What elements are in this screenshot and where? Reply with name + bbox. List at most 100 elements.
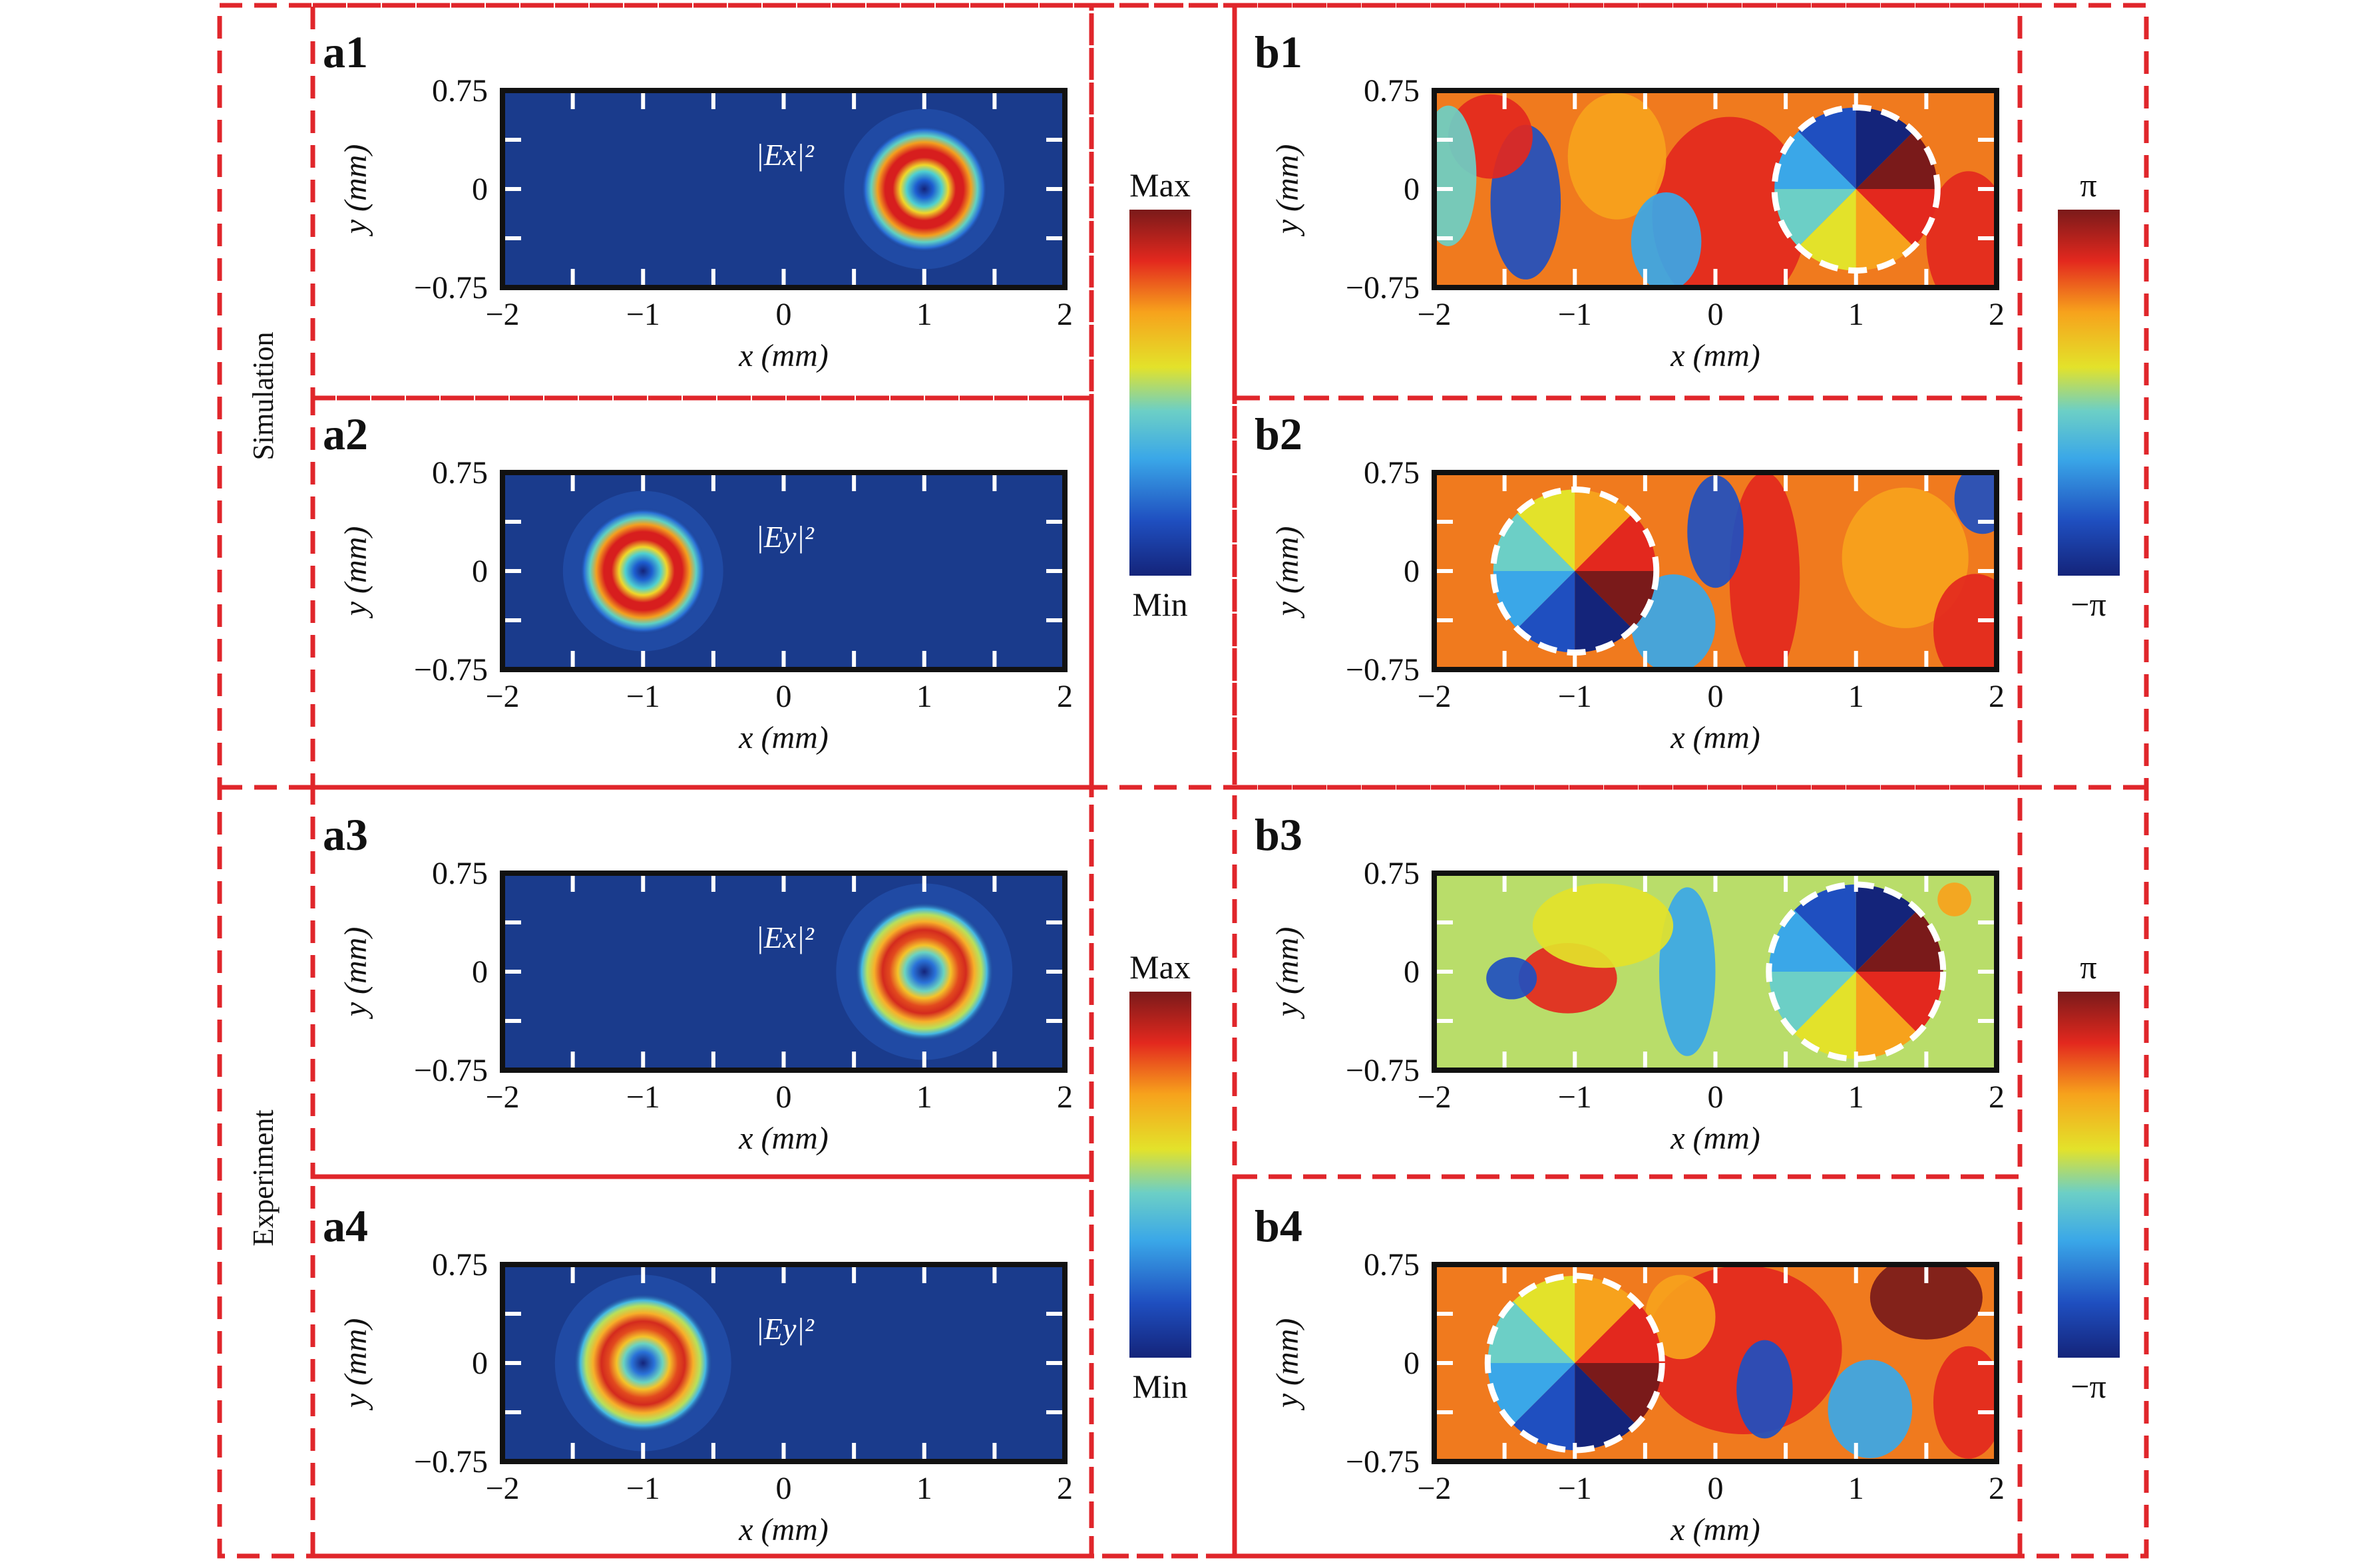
phase-region <box>1933 574 1997 670</box>
y-tick-label: 0.75 <box>1364 455 1420 490</box>
phase-region <box>1532 883 1674 968</box>
x-tick-label: 0 <box>776 1079 792 1115</box>
panel-a2: −2 −1 0 1 2 0.75 0 −0.75 x (mm) y (mm) a2 |Ey|² <box>323 409 1073 755</box>
field-label: |Ex|² <box>755 138 815 172</box>
phase-region <box>1567 93 1667 220</box>
x-tick-label: 1 <box>1848 1079 1864 1115</box>
vortex-sector <box>1856 189 1914 271</box>
phase-region <box>1736 1340 1793 1439</box>
field-label: |Ex|² <box>755 920 815 954</box>
y-axis-label: y (mm) <box>338 1318 373 1412</box>
y-tick-label: −0.75 <box>414 652 488 687</box>
field-label: |Ey|² <box>755 1312 815 1346</box>
x-tick-label: −2 <box>1417 297 1451 332</box>
y-tick-label: 0.75 <box>432 455 488 490</box>
y-tick-label: −0.75 <box>414 1053 488 1088</box>
plot-border <box>1432 88 1999 290</box>
plot-border <box>500 470 1068 672</box>
frame-a-colorbar <box>1089 3 1237 1559</box>
phase-region <box>1434 105 1477 246</box>
y-axis-label: y (mm) <box>338 927 373 1020</box>
experiment-label: Experiment <box>247 1109 280 1246</box>
intensity-colorbar-min: Min <box>1132 1368 1187 1405</box>
vortex-sector <box>1487 1363 1575 1425</box>
x-axis-label: x (mm) <box>1670 720 1760 755</box>
panel-label: a2 <box>323 409 368 459</box>
x-tick-label: −2 <box>485 1471 519 1506</box>
map-a4 <box>502 1265 1065 1462</box>
x-tick-label: 2 <box>1989 679 2005 714</box>
phase-region <box>1926 171 1997 288</box>
phase-region <box>1631 192 1702 288</box>
phase-region <box>1631 574 1716 670</box>
panel-label: b3 <box>1255 809 1302 860</box>
x-tick-label: −1 <box>1558 1079 1592 1115</box>
y-axis-label: y (mm) <box>338 144 373 238</box>
x-tick-label: −2 <box>485 679 519 714</box>
panel-label: a4 <box>323 1201 368 1251</box>
y-tick-label: −0.75 <box>1346 270 1420 305</box>
x-tick-label: −2 <box>485 297 519 332</box>
frame-a4 <box>310 1174 1094 1559</box>
y-tick-label: 0 <box>472 172 488 207</box>
vortex-sector <box>1856 131 1938 189</box>
vortex-sector <box>1575 1276 1637 1363</box>
vortex-sector <box>1774 189 1856 247</box>
donut-beam <box>573 1293 713 1433</box>
x-tick-label: −1 <box>626 679 660 714</box>
phase-colorbar-min: −π <box>2070 586 2106 623</box>
panel-b2: −2 −1 0 1 2 0.75 0 −0.75 x (mm) y (mm) b2 <box>1255 409 2005 755</box>
panel-label: a3 <box>323 809 368 860</box>
phase-colorbar-gradient <box>2058 210 2120 576</box>
x-tick-label: 2 <box>1057 297 1073 332</box>
y-tick-label: −0.75 <box>1346 652 1420 687</box>
phase-region <box>1486 957 1537 1000</box>
panel-label: b4 <box>1255 1201 1302 1251</box>
y-tick-label: 0 <box>1404 954 1420 990</box>
intensity-colorbar-gradient <box>1129 210 1191 576</box>
x-tick-label: 0 <box>776 1471 792 1506</box>
phase-colorbar-min: −π <box>2070 1368 2106 1405</box>
vortex-sector <box>1575 1301 1663 1363</box>
plot-border <box>500 88 1068 290</box>
y-axis-label: y (mm) <box>1270 144 1305 238</box>
vortex-sector <box>1794 972 1856 1059</box>
y-tick-label: 0.75 <box>1364 856 1420 891</box>
y-tick-label: −0.75 <box>1346 1444 1420 1479</box>
y-axis-label: y (mm) <box>1270 927 1305 1020</box>
phase-region <box>1933 1346 1997 1459</box>
phase-colorbar-max: π <box>2080 948 2096 986</box>
panel-a4: −2 −1 0 1 2 0.75 0 −0.75 x (mm) y (mm) a4 |Ey|² <box>323 1201 1073 1547</box>
vortex-sector <box>1798 107 1856 189</box>
panel-label: b2 <box>1255 409 1302 459</box>
vortex-sector <box>1798 189 1856 271</box>
x-tick-label: −1 <box>626 297 660 332</box>
phase-region <box>1645 1274 1716 1360</box>
dashed-frames <box>217 3 2149 1559</box>
phase-region <box>1687 475 1744 588</box>
vortex-sector <box>1513 1276 1575 1363</box>
vortex-sector <box>1768 972 1856 1034</box>
plot-border <box>500 871 1068 1073</box>
y-axis-label: y (mm) <box>1270 526 1305 620</box>
phase-colorbar-bottom: π −π <box>2058 948 2120 1405</box>
x-tick-label: 1 <box>1848 679 1864 714</box>
vortex-sector <box>1575 571 1657 629</box>
panel-a1: −2 −1 0 1 2 0.75 0 −0.75 x (mm) y (mm) a1 |Ex|² <box>323 27 1073 373</box>
x-axis-label: x (mm) <box>738 338 829 373</box>
vortex-sector <box>1856 189 1938 247</box>
phase-region <box>1842 487 1969 628</box>
x-axis-label: x (mm) <box>738 1121 829 1156</box>
y-tick-label: −0.75 <box>1346 1053 1420 1088</box>
vortex-sector <box>1575 571 1633 653</box>
intensity-colorbar-top: Max Min <box>1129 166 1191 623</box>
vortex-sector <box>1856 972 1918 1059</box>
x-tick-label: 1 <box>916 1471 932 1506</box>
vortex-sector <box>1856 910 1943 972</box>
phase-colorbar-max: π <box>2080 166 2096 204</box>
x-tick-label: 0 <box>776 297 792 332</box>
map-b4 <box>1434 1265 1997 1462</box>
vortex-sector <box>1575 1363 1637 1450</box>
x-tick-label: 1 <box>916 297 932 332</box>
